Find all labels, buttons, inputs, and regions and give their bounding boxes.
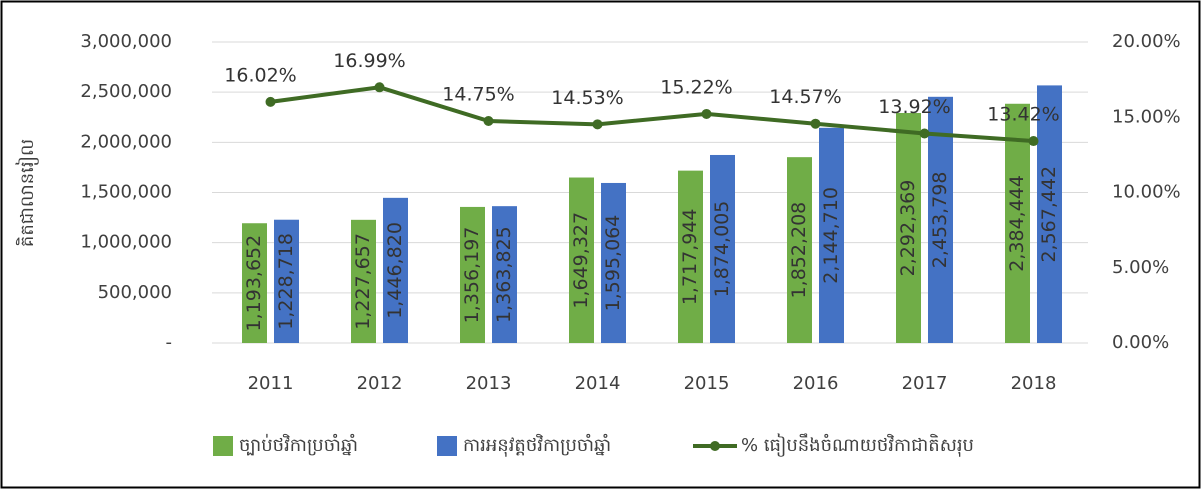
bar-value-label: 2,567,442 (1038, 166, 1060, 263)
bar-value-label: 1,193,652 (243, 235, 265, 332)
x-tick-label: 2015 (684, 373, 730, 394)
line-marker (374, 82, 385, 93)
bar (569, 177, 594, 343)
y2-tick-label: 20.00% (1112, 31, 1181, 52)
line-marker (483, 116, 494, 127)
line-value-label: 13.92% (878, 96, 950, 118)
bar (460, 206, 485, 343)
bar (819, 127, 844, 344)
line (270, 85, 1034, 144)
y-tick-label: 1,500,000 (80, 182, 172, 203)
bar (896, 112, 921, 343)
bar (351, 219, 376, 343)
bar-value-label: 1,649,327 (570, 212, 592, 309)
bar-value-label: 2,453,798 (929, 172, 951, 269)
legend-marker (710, 441, 720, 451)
bar-value-label: 1,228,718 (275, 233, 297, 330)
x-tick-label: 2014 (575, 373, 621, 394)
bar-value-label: 2,384,444 (1006, 175, 1028, 272)
bar (383, 197, 408, 343)
bar (601, 182, 626, 343)
bar-value-label: 2,144,710 (820, 187, 842, 284)
bar (1005, 103, 1030, 343)
legend-swatch (437, 436, 457, 456)
bar-value-label: 2,292,369 (897, 180, 919, 277)
bar-value-label: 1,852,208 (788, 202, 810, 299)
bar (492, 206, 517, 343)
legend-swatch (213, 436, 233, 456)
x-tick-label: 2016 (793, 373, 839, 394)
x-tick-label: 2018 (1011, 373, 1057, 394)
y2-tick-label: 0.00% (1112, 332, 1169, 353)
bar (242, 223, 267, 343)
bar-value-label: 1,595,064 (602, 215, 624, 312)
x-tick-label: 2012 (357, 373, 403, 394)
y-tick-label: 1,000,000 (80, 232, 172, 253)
legend-label: ការអនុវត្តថវិកាប្រចាំឆ្នាំ (463, 433, 611, 457)
bar-value-label: 1,446,820 (384, 222, 406, 319)
y2-tick-label: 10.00% (1112, 182, 1181, 203)
line-value-label: 16.02% (224, 64, 296, 86)
y-axis-label: គិតជាលានរៀល (15, 139, 39, 247)
y-tick-label: 500,000 (98, 282, 172, 303)
line-marker (701, 108, 712, 119)
bar (1037, 85, 1062, 343)
y2-tick-label: 5.00% (1112, 257, 1169, 278)
line-value-label: 14.53% (551, 87, 623, 109)
bar-value-label: 1,363,825 (493, 226, 515, 323)
bar (928, 96, 953, 343)
y-tick-label: 3,000,000 (80, 31, 172, 52)
line-marker (592, 119, 603, 130)
legend-label: % ធៀបនឹងចំណាយថវិកាជាតិសរុប (741, 433, 974, 457)
x-tick-label: 2011 (248, 373, 294, 394)
line-marker (265, 96, 276, 107)
line-value-label: 14.57% (769, 86, 841, 108)
bar-value-label: 1,874,005 (711, 201, 733, 298)
y-tick-label: 2,500,000 (80, 81, 172, 102)
y-tick-label: - (166, 332, 173, 353)
line-value-label: 13.42% (987, 104, 1059, 126)
legend-label: ច្បាប់ថវិកាប្រចាំឆ្នាំ (239, 433, 358, 456)
bar-value-label: 1,227,657 (352, 233, 374, 330)
x-tick-label: 2013 (466, 373, 512, 394)
line-marker (919, 128, 930, 139)
y2-tick-label: 15.00% (1112, 106, 1181, 127)
line-marker (810, 118, 821, 129)
bar (710, 154, 735, 343)
line-value-label: 14.75% (442, 84, 514, 106)
x-tick-label: 2017 (902, 373, 948, 394)
bar-value-label: 1,356,197 (461, 227, 483, 324)
line-value-label: 16.99% (333, 50, 405, 72)
bar-value-label: 1,717,944 (679, 208, 701, 305)
bar (678, 170, 703, 343)
line-value-label: 15.22% (660, 76, 732, 98)
bar (274, 219, 299, 343)
line-marker (1028, 136, 1039, 147)
bar (787, 157, 812, 343)
y-tick-label: 2,000,000 (80, 131, 172, 152)
